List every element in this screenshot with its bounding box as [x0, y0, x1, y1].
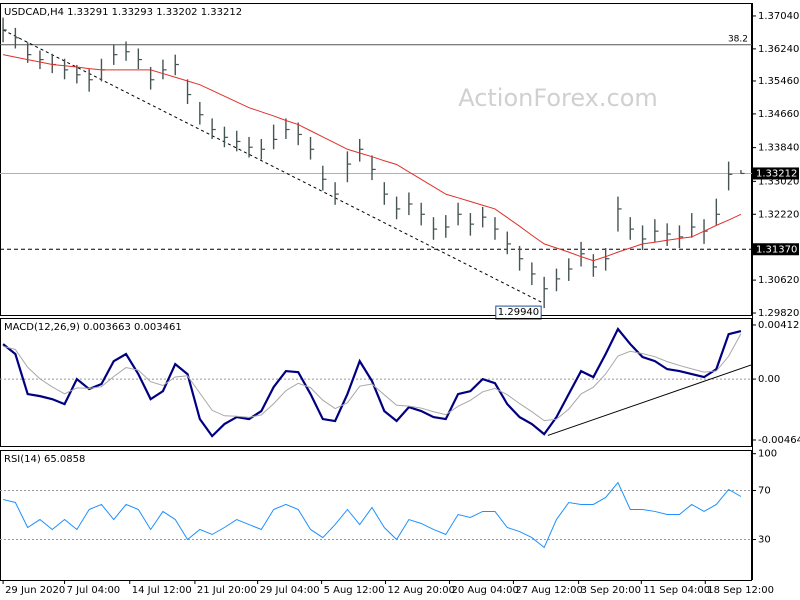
panel-frame [0, 318, 752, 447]
level-label: 1.33212 [756, 168, 797, 179]
x-tick-label: 29 Jul 04:00 [260, 585, 320, 596]
panel-title: MACD(12,26,9) 0.003663 0.003461 [4, 322, 182, 333]
x-tick-label: 7 Jul 04:00 [67, 585, 121, 596]
trendline [2, 29, 545, 305]
y-tick-label: 0.00 [758, 374, 780, 385]
level-label: 1.31370 [756, 244, 797, 255]
x-tick-label: 11 Sep 04:00 [643, 585, 710, 596]
trendline [547, 364, 753, 436]
moving-average [2, 54, 742, 262]
panel-frame [0, 3, 752, 316]
y-tick-label: 1.35460 [758, 76, 799, 87]
panel-title: RSI(14) 65.0858 [4, 454, 85, 465]
x-tick-label: 3 Sep 20:00 [581, 585, 641, 596]
y-tick-label: 100 [758, 449, 777, 460]
indicator-line [2, 326, 742, 438]
y-tick-label: 1.32220 [758, 209, 799, 220]
level-label-box [753, 243, 799, 256]
x-tick-label: 18 Sep 12:00 [707, 585, 774, 596]
y-tick-label: 1.36240 [758, 44, 799, 55]
level-label: 38.2 [728, 34, 748, 44]
y-tick-label: 1.33020 [758, 176, 799, 187]
x-tick-label: 29 Jun 2020 [5, 585, 65, 596]
y-tick-label: 70 [758, 485, 771, 496]
panel-frame [0, 450, 752, 581]
x-tick-label: 20 Aug 04:00 [451, 585, 518, 596]
x-tick-label: 5 Aug 12:00 [324, 585, 385, 596]
indicator-line [2, 333, 742, 422]
y-tick-label: 1.33840 [758, 143, 799, 154]
watermark: ActionForex.com [458, 84, 658, 112]
x-tick-label: 12 Aug 20:00 [388, 585, 455, 596]
y-tick-label: 1.29820 [758, 308, 799, 319]
y-tick-label: 30 [758, 535, 771, 546]
y-tick-label: 1.34660 [758, 109, 799, 120]
x-tick-label: 14 Jul 12:00 [132, 585, 192, 596]
low-label: 1.29940 [498, 307, 539, 318]
y-tick-label: 1.30620 [758, 275, 799, 286]
x-tick-label: 21 Jul 20:00 [197, 585, 257, 596]
low-label-box [495, 305, 542, 320]
panel-title: USDCAD,H4 1.33291 1.33293 1.33202 1.3321… [4, 7, 242, 18]
y-tick-label: 1.37040 [758, 11, 799, 22]
y-tick-label: -0.004647 [758, 435, 800, 446]
x-tick-label: 27 Aug 12:00 [515, 585, 582, 596]
y-tick-label: 0.004129 [758, 320, 800, 331]
indicator-line [2, 481, 742, 549]
level-label-box [753, 167, 799, 180]
